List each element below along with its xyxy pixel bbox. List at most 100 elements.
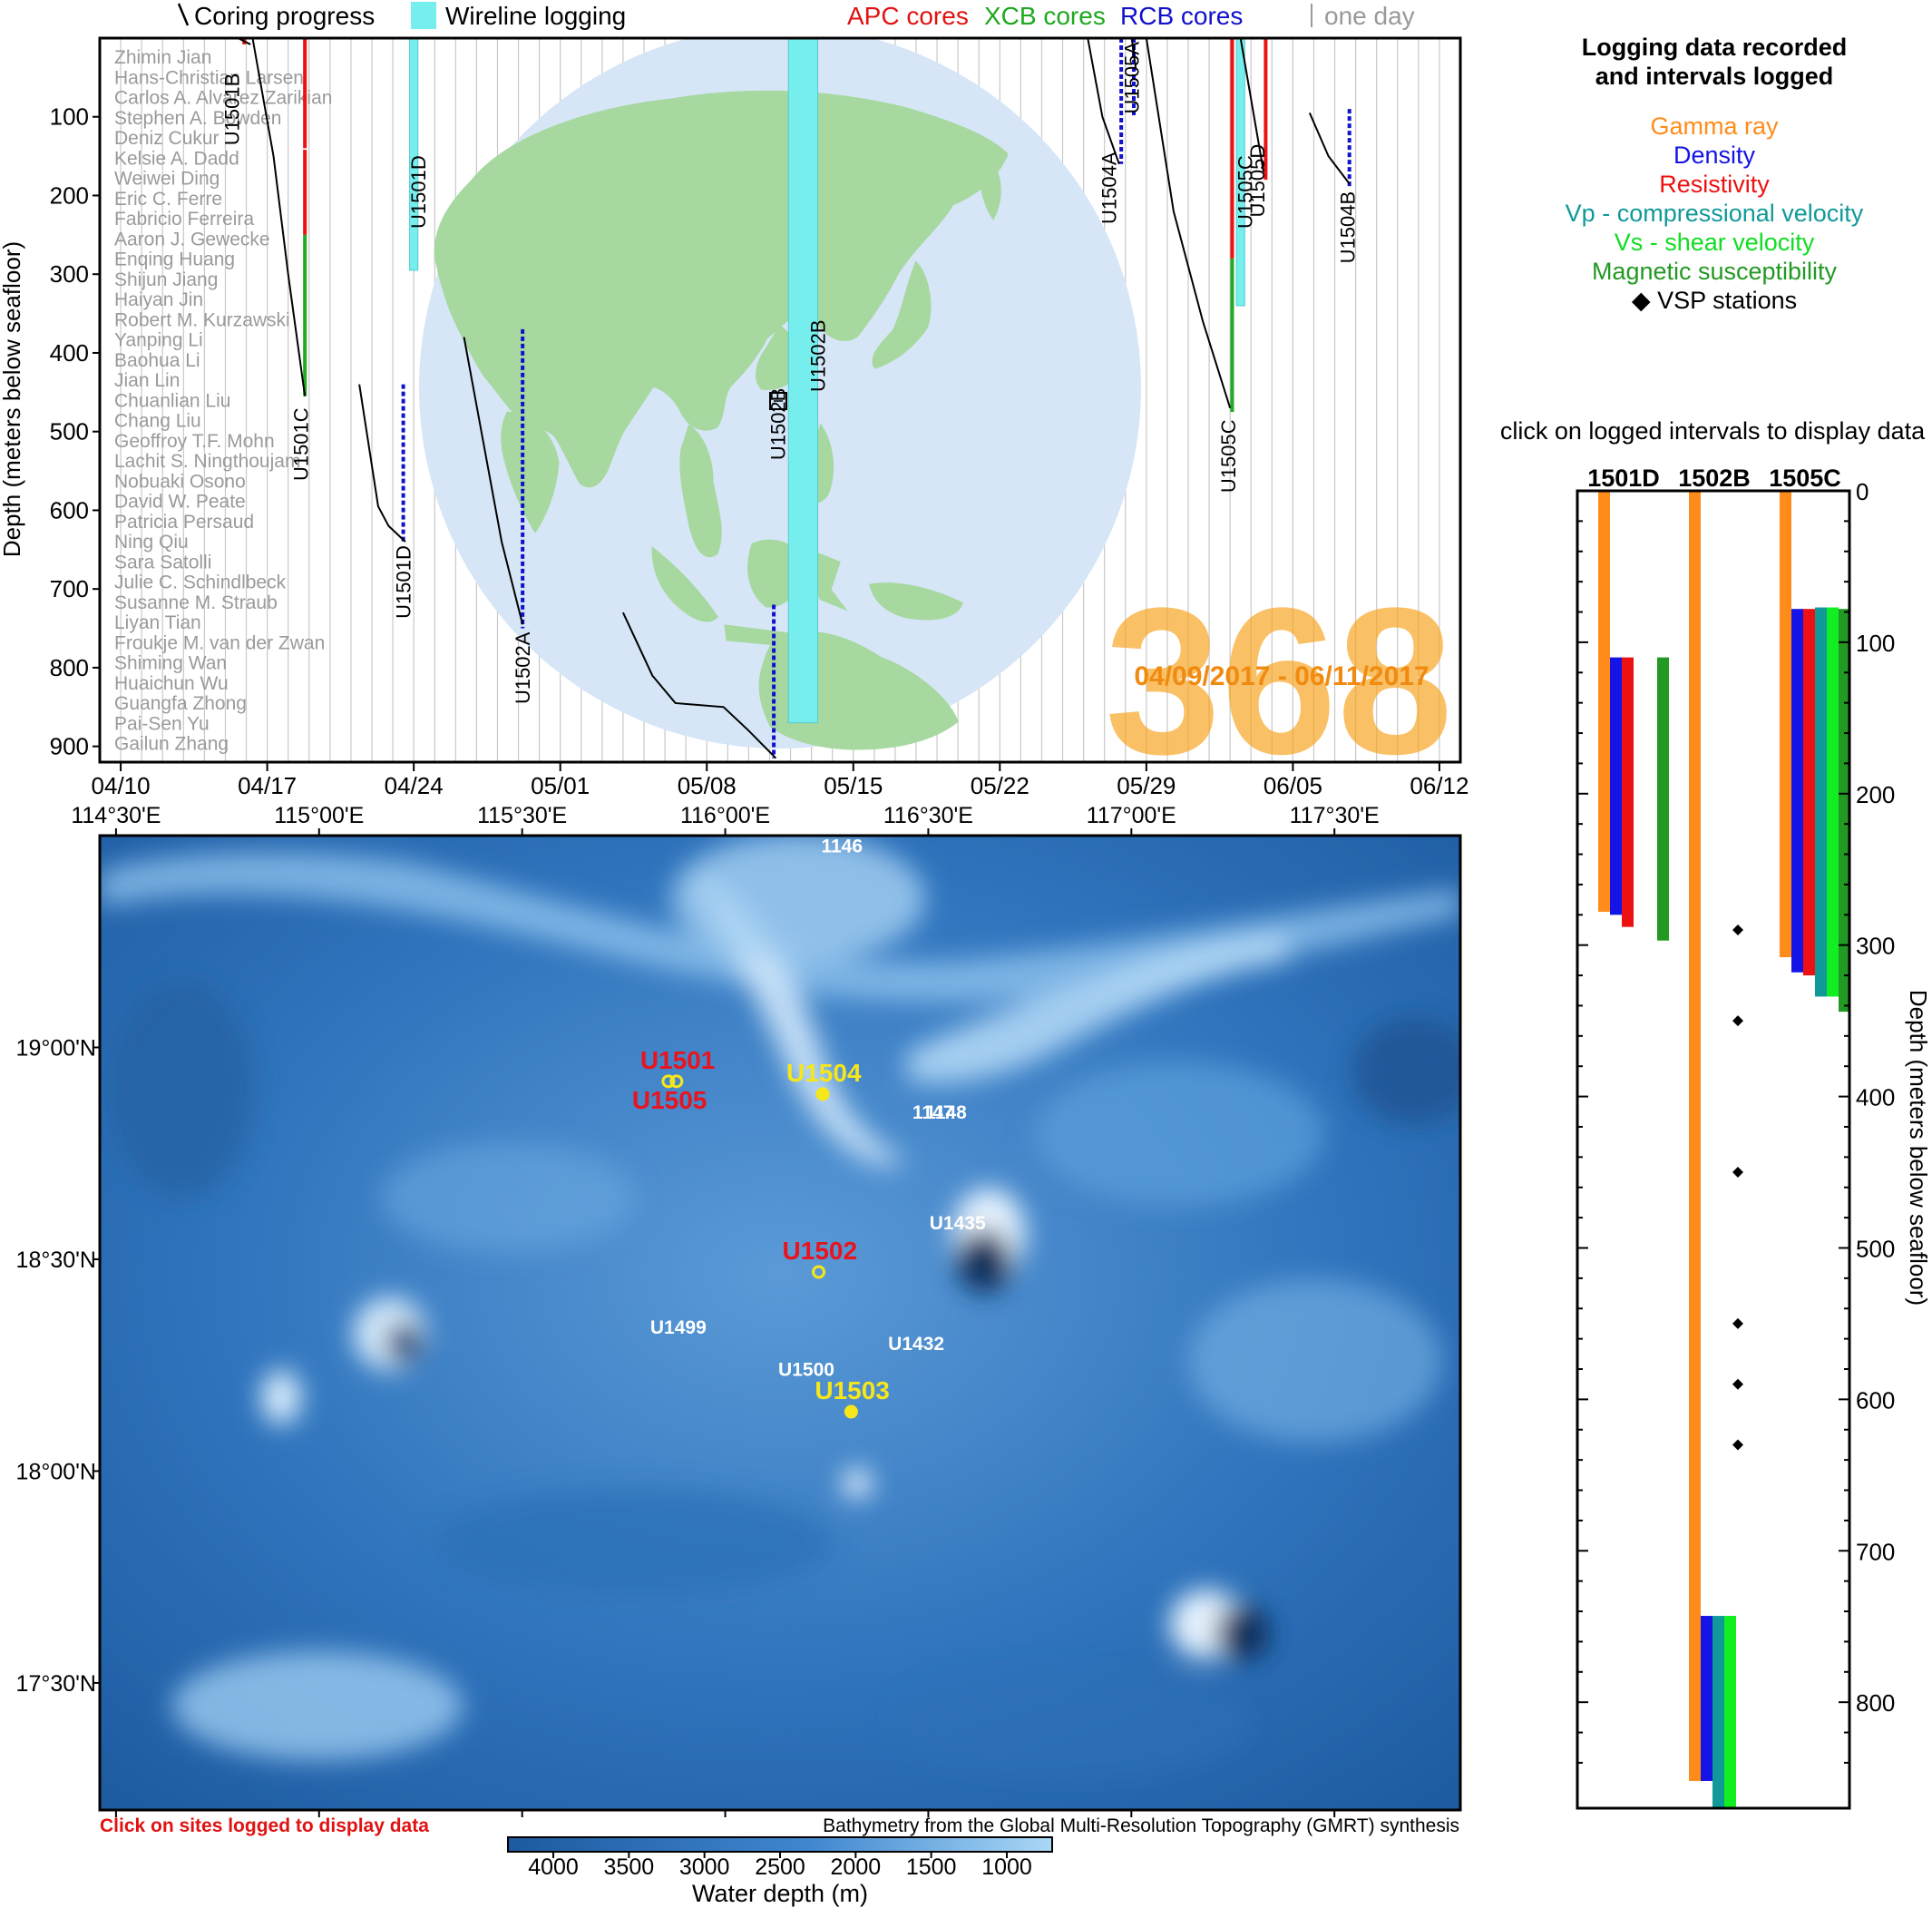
hole-label-U1501B: U1501B <box>220 73 243 146</box>
hole-label-U1502B: U1502B <box>767 388 790 461</box>
scientist-name: Geoffroy T.F. Mohn <box>114 431 275 452</box>
wireline-bar-U1501D[interactable] <box>409 37 419 271</box>
legend-resistivity[interactable]: Resistivity <box>1659 171 1770 198</box>
lon-tick-label: 116°00'E <box>680 803 770 828</box>
lon-tick-label: 114°30'E <box>71 803 161 828</box>
land-sumatra <box>651 545 718 622</box>
legend-vs[interactable]: Vs - shear velocity <box>1615 229 1815 256</box>
log-plot-frame <box>1576 489 1851 1810</box>
lon-tick-label: 117°00'E <box>1087 803 1176 828</box>
map-sites[interactable]: U1501 U1505 U1504 U1502 U1503 U1499 U1500 U1432… <box>632 837 986 1419</box>
logging-legend: Logging data recorded and intervals logg… <box>1500 34 1926 445</box>
colorbar-tick-label: 3000 <box>679 1854 730 1880</box>
scientist-name: Stephen A. Bowden <box>114 108 281 129</box>
site-label-U1501[interactable]: U1501 <box>640 1046 716 1074</box>
wireline-label-U1505C: U1505C <box>1234 155 1256 229</box>
log-hole-header[interactable]: 1502B <box>1678 465 1751 492</box>
scientist-name: Enqing Huang <box>114 250 235 270</box>
vsp-station-mark <box>1732 1317 1743 1329</box>
rcb-legend-label: RCB cores <box>1120 2 1243 30</box>
log-bar-gamma-1505C[interactable] <box>1780 491 1791 958</box>
log-y-tick-label: 300 <box>1856 933 1895 960</box>
bathymetry-map: U1501 U1505 U1504 U1502 U1503 U1499 U1500 U1432… <box>16 803 1462 1836</box>
wireline-legend-label: Wireline logging <box>445 2 626 30</box>
log-bar-resistivity-1501D[interactable] <box>1622 657 1634 927</box>
site-marker-U1501[interactable] <box>669 1074 684 1089</box>
y-tick-label: 400 <box>50 339 89 367</box>
log-bar-magsus-1501D[interactable] <box>1657 657 1669 941</box>
top-y-axis: 100 200 300 400 500 600 700 800 900 <box>50 103 100 760</box>
scientist-name: Shiming Wan <box>114 653 227 674</box>
coring-line-U1501D <box>358 384 406 543</box>
wireline-bar-U1502B[interactable] <box>787 37 819 724</box>
log-bar-vs-1502B[interactable] <box>1724 1616 1736 1808</box>
scientist-name: Yanping Li <box>114 330 203 351</box>
scientist-name: Weiwei Ding <box>114 169 220 190</box>
scientist-name: Susanne M. Straub <box>114 592 278 613</box>
log-hole-header[interactable]: 1505C <box>1769 465 1841 492</box>
scientist-name: Julie C. Schindlbeck <box>114 572 287 593</box>
x-tick-label: 04/24 <box>385 772 444 799</box>
legend-magsus[interactable]: Magnetic susceptibility <box>1592 258 1838 285</box>
log-interval-bars[interactable] <box>1598 491 1850 1808</box>
log-bar-vp-1505C[interactable] <box>1815 607 1827 997</box>
scientist-name: Hans-Christian Larsen <box>114 67 304 88</box>
x-tick-label: 05/15 <box>824 772 883 799</box>
top-plot-frame <box>98 36 1462 764</box>
vsp-station-mark <box>1732 925 1743 935</box>
vsp-stations <box>1732 925 1743 1451</box>
site-marker-U1505[interactable] <box>661 1074 676 1089</box>
log-hole-headers: 1501D 1502B 1505C <box>1587 465 1841 492</box>
legend-vp[interactable]: Vp - compressional velocity <box>1566 200 1864 227</box>
core-bars <box>242 38 1351 758</box>
scientist-name: Jian Lin <box>114 370 180 391</box>
hole-label-U1501D: U1501D <box>393 545 415 619</box>
colorbar-tick-label: 2000 <box>831 1854 882 1880</box>
globe-study-area-box <box>769 392 787 410</box>
site-label-1147: 1147 <box>912 1102 954 1123</box>
log-bar-gamma-1502B[interactable] <box>1689 491 1701 1781</box>
log-interval-plot: 1501D 1502B 1505C 0 100 200 300 400 500 600 700 80… <box>1576 465 1932 1810</box>
coring-lines <box>237 37 1351 759</box>
bathymetry-credit: Bathymetry from the Global Multi-Resolut… <box>823 1815 1459 1836</box>
lat-tick-label: 18°30'N <box>16 1248 96 1273</box>
lon-tick-label: 116°30'E <box>883 803 973 828</box>
log-bar-gamma-1501D[interactable] <box>1598 491 1610 912</box>
scientist-name: Kelsie A. Dadd <box>114 148 239 169</box>
log-bar-density-1502B[interactable] <box>1701 1616 1712 1781</box>
coring-legend-label: Coring progress <box>194 2 375 30</box>
scientist-name: Fabricio Ferreira <box>114 209 254 230</box>
log-bar-magsus-1505C[interactable] <box>1839 609 1850 1013</box>
site-marker-U1502[interactable] <box>812 1265 826 1279</box>
log-bar-density-1501D[interactable] <box>1610 657 1622 915</box>
colorbar-tick-label: 1000 <box>981 1854 1032 1880</box>
scientist-name: Chuanlian Liu <box>114 390 230 411</box>
map-frame <box>98 834 1462 1812</box>
log-y-tick-label: 100 <box>1856 630 1895 657</box>
site-label-U1503[interactable]: U1503 <box>815 1376 890 1404</box>
expedition-dates: 04/09/2017 - 06/11/2017 <box>1134 661 1429 691</box>
vsp-station-mark <box>1732 1439 1743 1451</box>
scientist-name: Sara Satolli <box>114 552 211 572</box>
log-hole-header[interactable]: 1501D <box>1587 465 1660 492</box>
hole-label-U1502A: U1502A <box>512 631 534 704</box>
scientist-name: Lachit S. Ningthoujam <box>114 451 300 472</box>
lat-tick-label: 17°30'N <box>16 1671 96 1697</box>
site-label-U1502[interactable]: U1502 <box>783 1237 858 1265</box>
site-label-U1504[interactable]: U1504 <box>786 1059 862 1087</box>
site-label-U1505[interactable]: U1505 <box>632 1086 707 1114</box>
y-tick-label: 500 <box>50 418 89 445</box>
lon-tick-label: 115°30'E <box>477 803 567 828</box>
top-y-axis-title: Depth (meters below seafloor) <box>0 241 25 557</box>
legend-density[interactable]: Density <box>1673 142 1756 169</box>
site-marker-U1503[interactable] <box>844 1404 858 1419</box>
log-bar-resistivity-1505C[interactable] <box>1803 609 1815 976</box>
log-bar-vp-1502B[interactable] <box>1712 1616 1724 1808</box>
log-bar-vs-1505C[interactable] <box>1827 607 1839 997</box>
legend-gamma[interactable]: Gamma ray <box>1650 113 1779 140</box>
log-bar-density-1505C[interactable] <box>1791 609 1803 973</box>
map-lat-axis: 19°00'N 18°30'N 18°00'N 17°30'N <box>16 1035 100 1697</box>
wireline-bars <box>409 37 1245 724</box>
site-marker-U1504[interactable] <box>815 1087 830 1101</box>
log-y-tick-label: 400 <box>1856 1084 1895 1111</box>
